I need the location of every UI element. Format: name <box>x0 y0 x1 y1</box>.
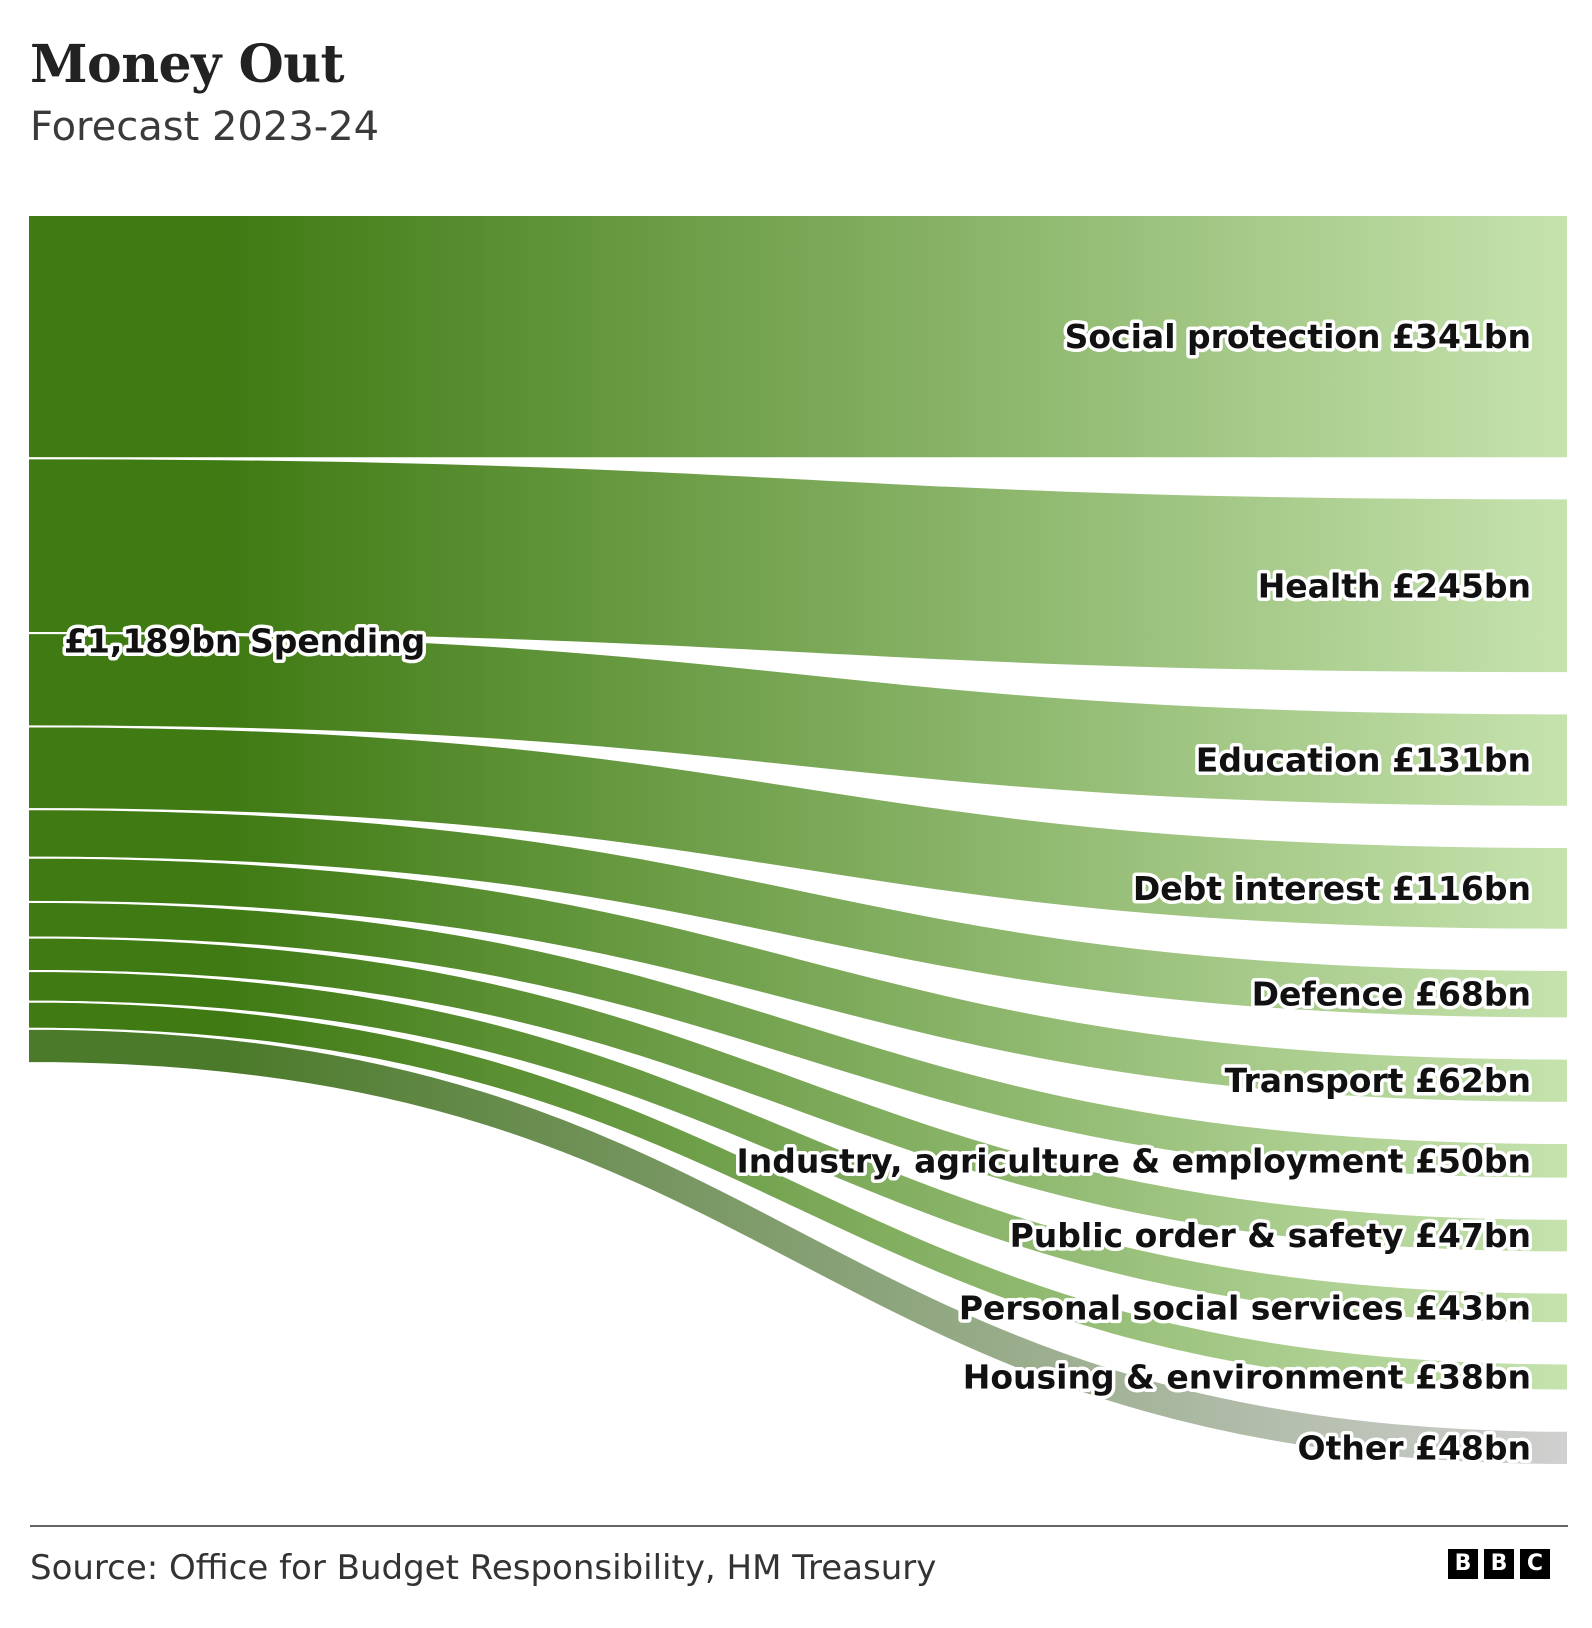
logo-letter: B <box>1484 1549 1514 1579</box>
target-label: Industry, agriculture & employment £50bn <box>737 1141 1531 1180</box>
target-label: Debt interest £116bn <box>1133 869 1531 908</box>
target-label: Education £131bn <box>1196 741 1531 780</box>
chart-title: Money Out <box>30 34 345 95</box>
flow-band-public-order-safety <box>27 936 1569 1254</box>
target-label: Health £245bn <box>1258 566 1531 605</box>
target-label: Public order & safety £47bn <box>1010 1216 1531 1255</box>
chart-subtitle: Forecast 2023-24 <box>30 104 380 150</box>
source-note: Source: Office for Budget Responsibility… <box>30 1548 937 1588</box>
flow-band-other <box>27 1027 1569 1467</box>
target-label: Personal social services £43bn <box>959 1288 1531 1327</box>
target-label: Defence £68bn <box>1252 975 1531 1014</box>
footer-divider <box>30 1525 1568 1527</box>
flow-band-personal-social-services <box>27 969 1569 1325</box>
bbc-logo: B B C <box>1448 1549 1550 1579</box>
flow-band-health <box>27 457 1569 675</box>
flow-band-transport <box>27 856 1569 1104</box>
target-label: Other £48bn <box>1298 1428 1531 1467</box>
flow-band-social-protection <box>27 213 1569 460</box>
logo-letter: C <box>1520 1549 1550 1579</box>
flow-band-defence <box>27 808 1569 1020</box>
flow-band-housing-environment <box>27 1000 1569 1392</box>
flow-band-industry-agriculture-employment <box>27 900 1569 1180</box>
logo-letter: B <box>1448 1549 1478 1579</box>
flow-band-education <box>27 631 1569 808</box>
target-label: Social protection £341bn <box>1065 317 1531 356</box>
target-label: Transport £62bn <box>1225 1061 1531 1100</box>
target-label: Housing & environment £38bn <box>963 1358 1531 1397</box>
flow-band-debt-interest <box>27 725 1569 931</box>
source-node-label: £1,189bn Spending <box>64 622 425 661</box>
